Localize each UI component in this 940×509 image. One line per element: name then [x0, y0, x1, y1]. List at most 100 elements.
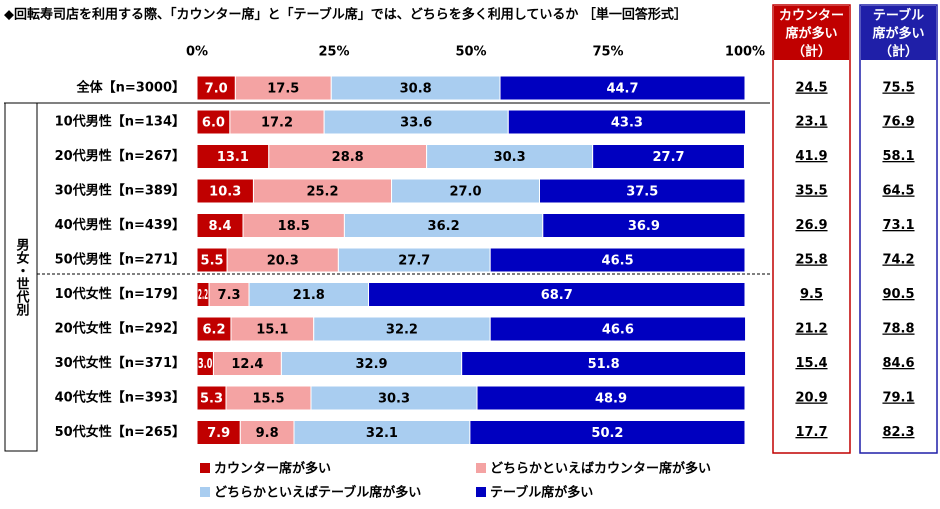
- summary-header-bg: [861, 42, 936, 60]
- value-label: 30.3: [494, 150, 526, 165]
- bar: [229, 109, 325, 135]
- value-label: 25.2: [306, 185, 338, 200]
- summary-value: 25.8: [795, 253, 827, 268]
- value-label: 5.5: [201, 254, 224, 269]
- legend-label: どちらかといえばカウンター席が多い: [490, 461, 711, 477]
- value-label: 6.2: [202, 323, 225, 338]
- value-label: 37.5: [626, 185, 658, 200]
- y-tick-label: 全体【n=3000】: [76, 80, 185, 96]
- bar: [476, 385, 746, 411]
- value-label: 17.2: [261, 116, 293, 131]
- summary-value: 90.5: [882, 287, 914, 302]
- summary-value: 35.5: [795, 184, 827, 199]
- summary-box: [772, 4, 851, 454]
- x-tick-label: 50%: [455, 45, 486, 60]
- value-label: 36.9: [628, 219, 660, 234]
- summary-value: 75.5: [882, 81, 914, 96]
- value-label: 46.6: [602, 323, 634, 338]
- legend-swatch: [200, 463, 210, 473]
- summary-header: 席が多い: [785, 26, 837, 42]
- bar: [539, 178, 746, 204]
- bar: [489, 247, 746, 273]
- value-label: 7.9: [207, 426, 230, 441]
- bar: [242, 213, 345, 238]
- y-tick-label: 40代女性【n=393】: [55, 390, 185, 406]
- bar: [461, 351, 747, 376]
- summary-value: 76.9: [882, 115, 914, 130]
- value-label: 6.0: [202, 116, 225, 131]
- legend-swatch: [476, 463, 486, 473]
- x-tick-label: 75%: [592, 45, 623, 60]
- value-label: 33.6: [400, 116, 432, 131]
- y-tick-label: 10代女性【n=179】: [55, 286, 185, 302]
- bar: [208, 282, 250, 307]
- summary-box: [859, 4, 938, 454]
- bar: [239, 420, 295, 445]
- bar: [196, 385, 227, 411]
- summary-value: 41.9: [795, 149, 827, 164]
- legend-swatch: [476, 487, 486, 497]
- value-label: 68.7: [541, 288, 573, 303]
- y-tick-label: 50代女性【n=265】: [55, 424, 185, 440]
- chart-title: ◆回転寿司店を利用する際、「カウンター席」と「テーブル席」では、どちらを多く利用…: [4, 7, 687, 23]
- value-label: 9.8: [256, 426, 279, 441]
- bar: [196, 109, 231, 135]
- summary-value: 82.3: [882, 425, 914, 440]
- value-label: 27.0: [449, 185, 481, 200]
- bar: [469, 420, 746, 445]
- legend-swatch: [200, 487, 210, 497]
- group-label: 男女・世代別: [14, 238, 31, 317]
- summary-value: 24.5: [795, 81, 827, 96]
- bar: [330, 75, 501, 101]
- bar: [226, 247, 339, 273]
- value-label: 30.8: [400, 82, 432, 97]
- value-label: 28.8: [332, 150, 364, 165]
- summary-header-bg: [774, 6, 849, 24]
- summary-header: （計）: [792, 44, 831, 60]
- bar: [507, 109, 747, 135]
- bar: [542, 213, 746, 238]
- bar: [592, 144, 745, 169]
- value-label: 50.2: [591, 426, 623, 441]
- summary-value: 58.1: [882, 149, 914, 164]
- value-label: 30.3: [378, 392, 410, 407]
- summary-value: 74.2: [882, 253, 914, 268]
- summary-value: 15.4: [795, 356, 827, 371]
- bar: [196, 213, 244, 238]
- value-label: 32.2: [386, 323, 418, 338]
- summary-value: 9.5: [800, 287, 823, 302]
- summary-value: 26.9: [795, 218, 827, 233]
- bar: [426, 144, 594, 169]
- summary-value: 20.9: [795, 391, 827, 406]
- summary-value: 79.1: [882, 391, 914, 406]
- value-label: 12.4: [231, 357, 263, 372]
- summary-header-bg: [774, 24, 849, 42]
- bar: [293, 420, 471, 445]
- value-label: 18.5: [278, 219, 310, 234]
- summary-header: カウンター: [779, 9, 844, 24]
- bar: [337, 247, 491, 273]
- y-tick-label: 20代女性【n=292】: [55, 321, 185, 337]
- value-label: 46.5: [602, 254, 634, 269]
- bar: [368, 282, 746, 307]
- summary-value: 78.8: [882, 322, 914, 337]
- group-box: [4, 102, 38, 452]
- bar: [196, 75, 236, 101]
- bar: [196, 144, 270, 169]
- value-label: 32.1: [366, 426, 398, 441]
- x-tick-label: 0%: [186, 45, 208, 60]
- value-label: 8.4: [209, 219, 232, 234]
- legend-label: カウンター席が多い: [214, 461, 331, 477]
- value-label: 7.0: [205, 82, 228, 97]
- summary-value: 21.2: [795, 322, 827, 337]
- legend-label: どちらかといえばテーブル席が多い: [214, 485, 421, 501]
- value-label: 36.2: [428, 219, 460, 234]
- y-tick-label: 30代男性【n=389】: [55, 183, 185, 199]
- bar: [343, 213, 544, 238]
- summary-header-bg: [861, 6, 936, 24]
- bar: [489, 316, 747, 342]
- value-label: 51.8: [588, 357, 620, 372]
- y-tick-label: 30代女性【n=371】: [55, 355, 185, 371]
